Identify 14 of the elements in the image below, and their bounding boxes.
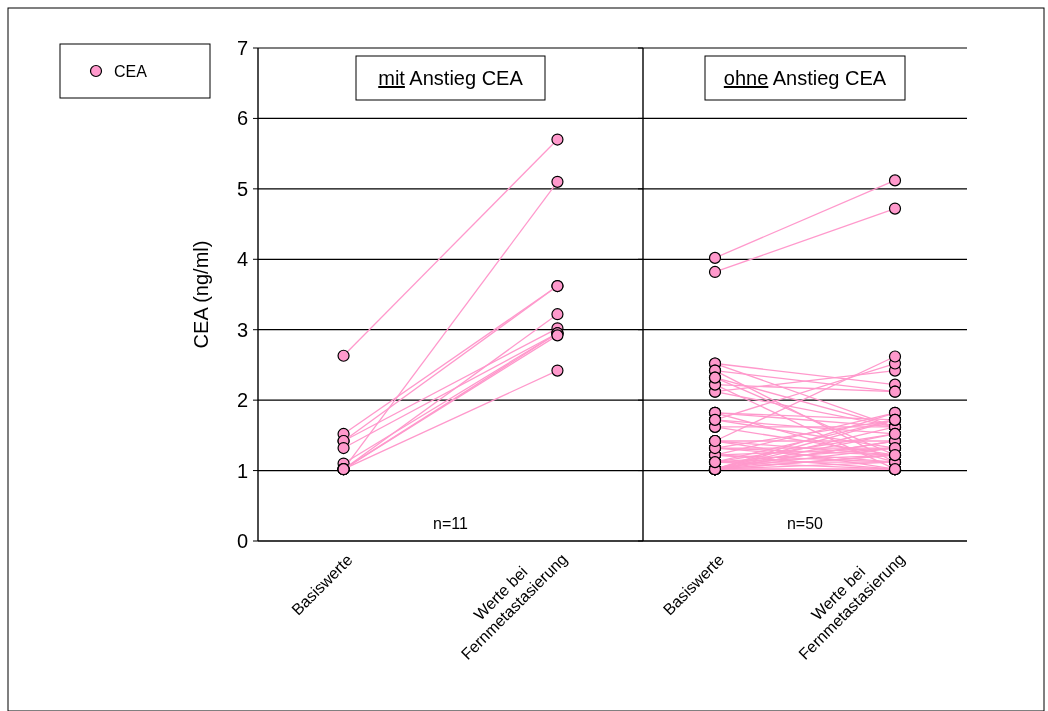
text: mit Anstieg CEA xyxy=(378,67,524,89)
y-tick-label: 0 xyxy=(236,530,248,552)
y-tick-label: 7 xyxy=(236,37,248,59)
y-tick-label: 2 xyxy=(236,389,248,412)
y-tick-label: 5 xyxy=(236,177,248,200)
y-tick-label: 3 xyxy=(236,318,248,341)
text: ohne Anstieg CEA xyxy=(723,67,887,89)
y-tick-label: 4 xyxy=(236,248,248,271)
y-tick-label: 6 xyxy=(236,107,248,130)
y-tick-label: 1 xyxy=(236,459,248,482)
annotation: n=50 xyxy=(786,515,824,532)
annotation: n=11 xyxy=(433,515,469,532)
legend-label: CEA xyxy=(114,62,148,80)
y-axis-title: CEA (ng/ml) xyxy=(190,240,212,349)
